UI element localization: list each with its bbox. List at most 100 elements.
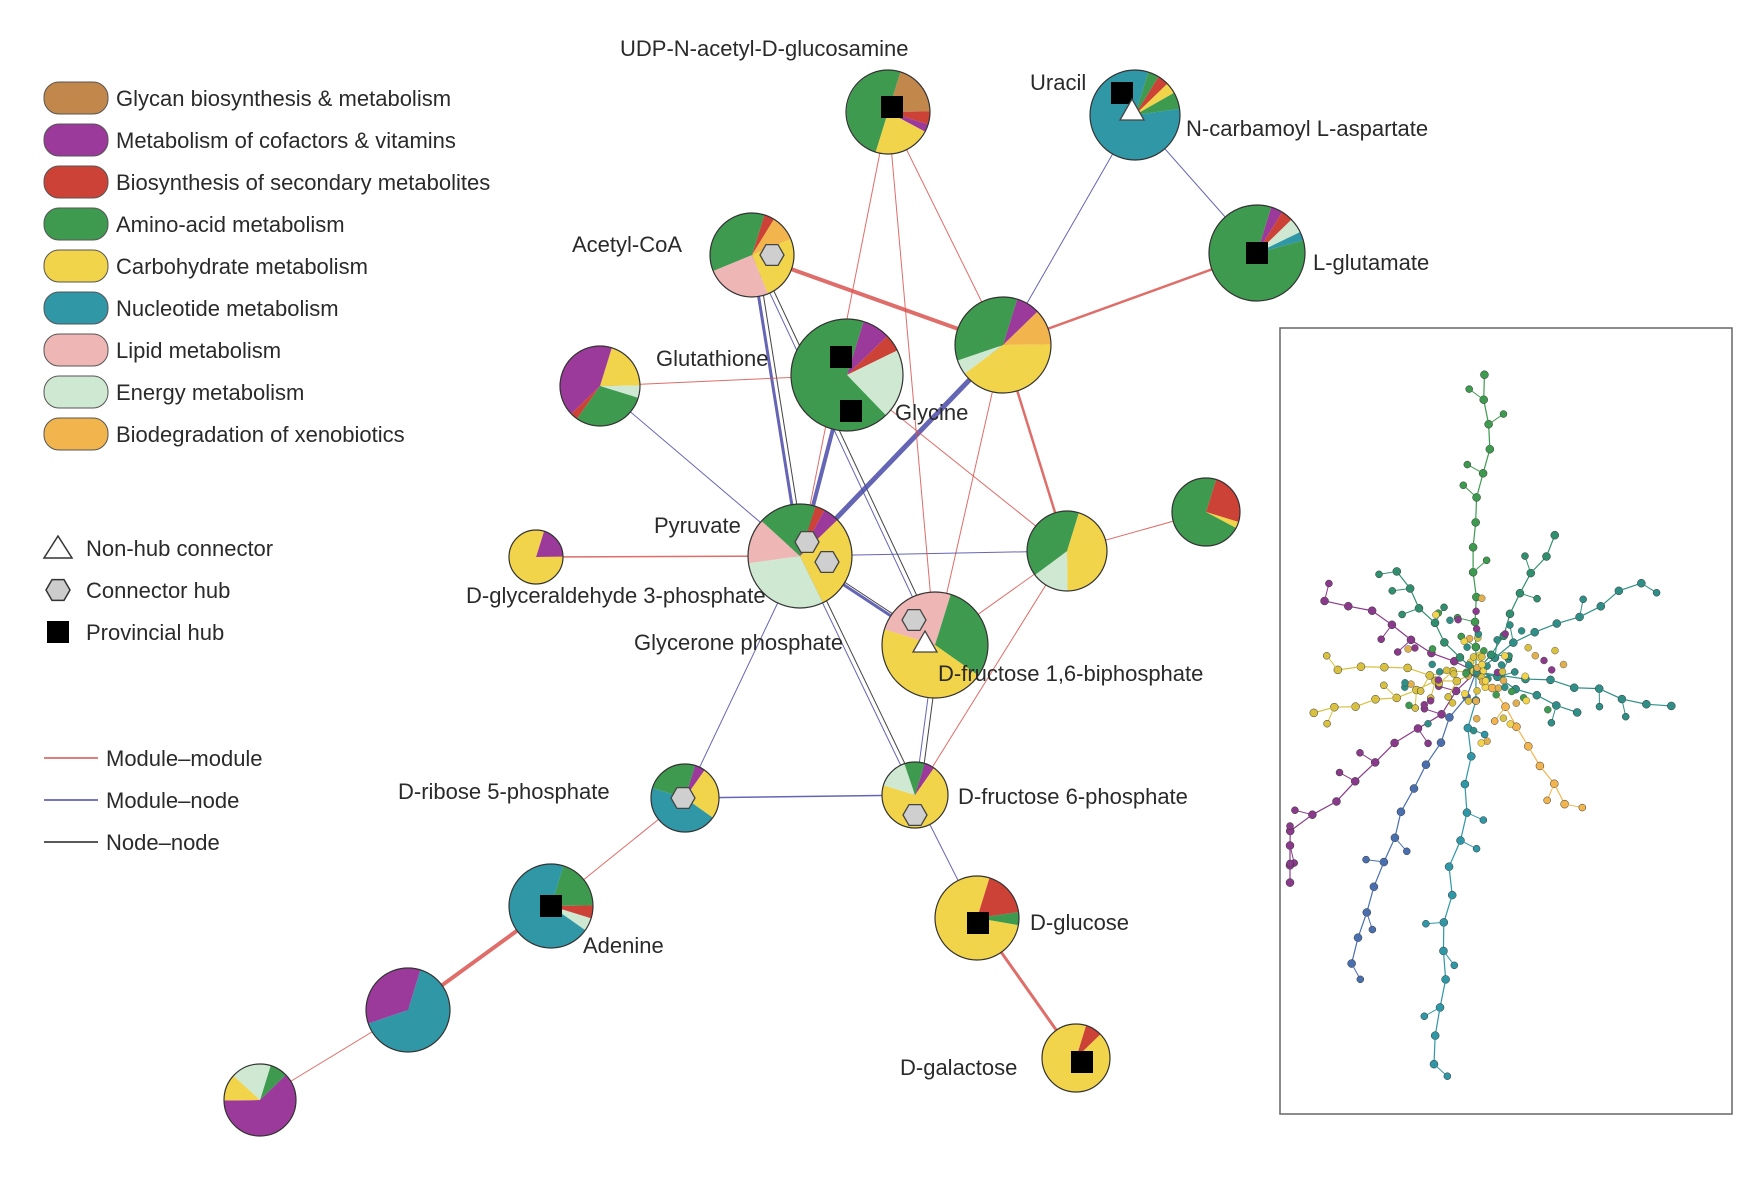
square-icon: [47, 621, 69, 643]
inset-node: [1375, 570, 1383, 579]
pie-slice-energy: [847, 350, 904, 416]
pie-slice-amino: [846, 70, 901, 153]
inset-node: [1286, 822, 1294, 830]
label-acoa: Acetyl-CoA: [572, 232, 682, 257]
inset-edge: [1440, 717, 1450, 743]
legend-edge-mn: Module–node: [106, 788, 239, 813]
pie-outline: [559, 345, 641, 427]
label-udp: UDP-N-acetyl-D-glucosamine: [620, 36, 909, 61]
legend-label-glycan: Glycan biosynthesis & metabolism: [116, 86, 451, 111]
label-lglu: L-glutamate: [1313, 250, 1429, 275]
inset-edge: [1442, 950, 1447, 980]
pie-slice-carb: [685, 770, 720, 818]
inset-edge: [1467, 700, 1477, 729]
pie-slice-carb: [875, 112, 926, 154]
inset-node: [1499, 714, 1508, 722]
inset-node: [1543, 796, 1551, 805]
inset-node: [1667, 701, 1676, 711]
pie-slice-amino: [791, 319, 886, 432]
inset-edge: [1448, 866, 1453, 896]
pie-node-mod_mid_right: [1026, 510, 1108, 592]
inset-node: [1416, 687, 1425, 695]
pie-outline: [747, 503, 853, 609]
non-hub-connector-marker: [1118, 97, 1146, 121]
inset-node: [1478, 660, 1486, 669]
pie-slice-secondary: [1076, 1025, 1101, 1058]
inset-node: [1442, 666, 1451, 675]
label-r5p: D-ribose 5-phosphate: [398, 779, 610, 804]
legend-swatch-energy: [43, 375, 109, 409]
inset-node: [1434, 676, 1443, 684]
inset-node: [1377, 635, 1385, 643]
inset-edge: [1413, 764, 1427, 789]
inset-node: [1480, 370, 1489, 379]
inset-node: [1472, 844, 1481, 853]
inset-node: [1479, 816, 1488, 824]
pie-outline: [845, 69, 931, 155]
inset-node: [1522, 696, 1531, 705]
hexagon-icon: [45, 578, 71, 602]
legend-swatch-cofactor: [43, 123, 109, 157]
pie-slice-carb: [881, 768, 948, 828]
inset-node: [1472, 625, 1481, 633]
pie-outline: [881, 761, 949, 829]
connector-hub-marker: [814, 550, 840, 574]
pie-slice-lipid: [748, 520, 800, 564]
provincial-hub-marker: [540, 895, 562, 917]
pie-slice-cofactor: [365, 968, 421, 1024]
inset-node: [1501, 652, 1509, 660]
pie-slice-carb: [882, 629, 979, 698]
pie-slice-secondary: [1135, 76, 1168, 115]
inset-node: [1424, 739, 1432, 748]
legend-role-connector: Connector hub: [86, 578, 230, 603]
inset-node: [1477, 739, 1486, 747]
pie-node-glc: [934, 875, 1020, 961]
inset-node: [1420, 701, 1429, 709]
pie-slice-amino: [904, 761, 925, 795]
inset-node: [1531, 652, 1540, 660]
inset-node: [1380, 681, 1388, 690]
inset-node: [1621, 712, 1630, 721]
pie-slice-lipid: [713, 255, 769, 298]
pie-outline: [223, 1063, 297, 1137]
legend-swatch-secondary: [43, 165, 109, 199]
inset-node: [1404, 645, 1412, 653]
inset-node: [1362, 855, 1370, 864]
pie-node-lglu: [1208, 204, 1306, 302]
inset-node: [1469, 653, 1478, 661]
inset-node: [1368, 925, 1377, 934]
pie-slice-energy: [600, 385, 641, 398]
pie-slice-secondary: [571, 386, 600, 419]
pie-slice-amino: [1027, 511, 1079, 575]
legend-swatch-nucleotide: [43, 291, 109, 325]
pie-outline: [954, 296, 1052, 394]
inset-node: [1335, 768, 1344, 777]
pie-slice-carb: [509, 530, 564, 585]
legend-swatch-glycan: [43, 81, 109, 115]
label-pyr: Pyruvate: [654, 513, 741, 538]
pie-slice-nucleotide: [368, 969, 450, 1053]
inset-node: [1464, 661, 1473, 669]
pie-node-udp: [845, 69, 931, 155]
inset-node: [1499, 410, 1508, 418]
inset-node: [1551, 646, 1559, 655]
pie-node-acoa: [709, 212, 795, 298]
inset-node: [1428, 645, 1437, 653]
inset-edge: [1354, 761, 1376, 782]
pie-node-mod_nucl_big: [365, 967, 451, 1053]
pie-node-gsh: [790, 318, 904, 432]
pie-slice-amino: [260, 1065, 286, 1100]
pie-slice-amino: [1171, 478, 1237, 547]
legend-role-nonhub: Non-hub connector: [86, 536, 273, 561]
inset-node: [1398, 610, 1406, 619]
connector-hub-marker: [901, 608, 927, 632]
inset-node: [1323, 719, 1331, 728]
pie-node-mod_center_top: [954, 296, 1052, 394]
inset-node: [1517, 627, 1526, 635]
inset-node: [1512, 699, 1521, 707]
legend-label-amino: Amino-acid metabolism: [116, 212, 345, 237]
pie-outline: [508, 863, 594, 949]
pie-slice-xeno: [752, 219, 791, 255]
inset-node: [1559, 660, 1568, 669]
label-dhap: Glycerone phosphate: [634, 630, 843, 655]
